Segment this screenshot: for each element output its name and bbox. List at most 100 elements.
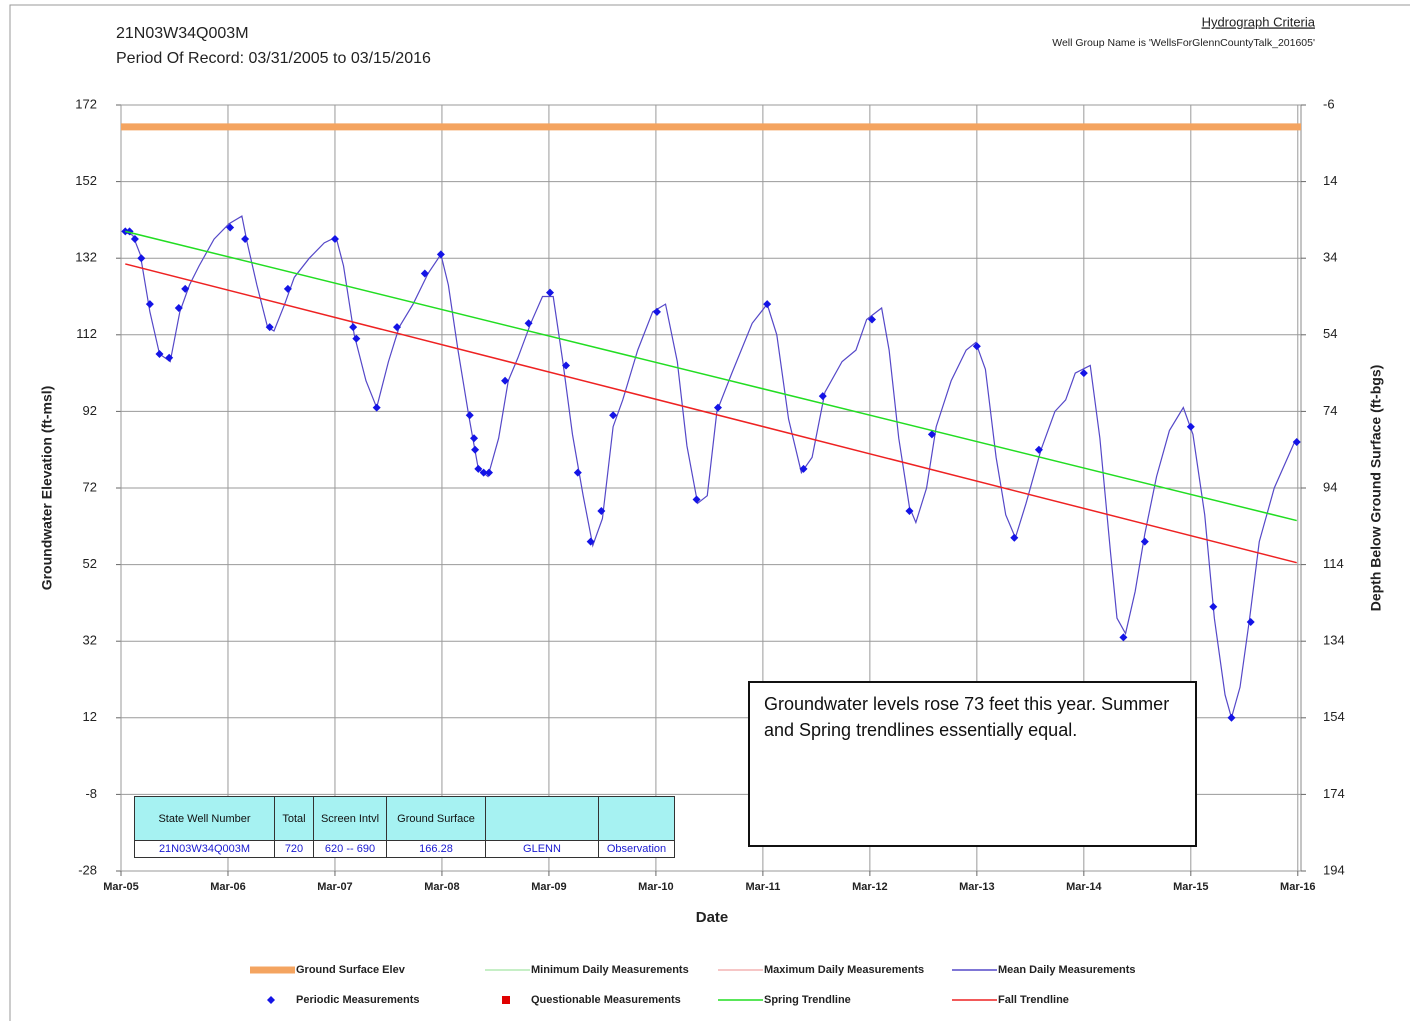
data-point xyxy=(283,284,292,293)
legend-label: Minimum Daily Measurements xyxy=(531,964,689,976)
y2-tick-label: 134 xyxy=(1323,633,1345,648)
data-point xyxy=(1227,713,1236,722)
x-tick-label: Mar-06 xyxy=(210,881,245,893)
x-tick-label: Mar-13 xyxy=(959,881,994,893)
x-tick-label: Mar-07 xyxy=(317,881,352,893)
table-header-row: State Well Number Total Screen Intvl Gro… xyxy=(134,796,675,841)
y-tick-label: 172 xyxy=(75,96,97,111)
y2-tick-label: 14 xyxy=(1323,173,1337,188)
data-point xyxy=(763,300,772,309)
x-axis-label: Date xyxy=(696,909,729,926)
y-tick-label: 152 xyxy=(75,173,97,188)
table-cell: 720 xyxy=(274,840,314,858)
data-point xyxy=(241,235,250,244)
data-point xyxy=(174,303,183,312)
x-tick-label: Mar-14 xyxy=(1066,881,1102,893)
chart-subtitle: Period Of Record: 03/31/2005 to 03/15/20… xyxy=(116,50,431,67)
x-tick-label: Mar-08 xyxy=(424,881,459,893)
legend-label: Periodic Measurements xyxy=(296,994,420,1006)
y2-tick-label: 174 xyxy=(1323,786,1345,801)
data-point xyxy=(474,464,483,473)
y-tick-label: 72 xyxy=(83,479,97,494)
criteria-title: Hydrograph Criteria xyxy=(1202,14,1316,29)
legend-label: Mean Daily Measurements xyxy=(998,964,1136,976)
data-point xyxy=(818,392,827,401)
data-point xyxy=(597,506,606,515)
data-point xyxy=(868,315,877,324)
data-point xyxy=(573,468,582,477)
data-point xyxy=(652,307,661,316)
data-point xyxy=(927,430,936,439)
data-point xyxy=(799,464,808,473)
table-header: Total xyxy=(274,796,314,841)
data-point xyxy=(545,288,554,297)
y-tick-label: 132 xyxy=(75,250,97,265)
annotation: Groundwater levels rose 73 feet this yea… xyxy=(748,681,1197,847)
data-point xyxy=(393,323,402,332)
data-point xyxy=(1140,537,1149,546)
y2-tick-label: 74 xyxy=(1323,403,1337,418)
data-point xyxy=(524,319,533,328)
table-header-blank xyxy=(598,796,675,841)
table-header: Ground Surface xyxy=(386,796,486,841)
data-point xyxy=(609,411,618,420)
x-tick-label: Mar-11 xyxy=(745,881,780,893)
data-point xyxy=(137,254,146,263)
data-point xyxy=(1292,438,1301,447)
legend-label: Questionable Measurements xyxy=(531,994,681,1006)
x-tick-label: Mar-10 xyxy=(638,881,673,893)
y-tick-label: 92 xyxy=(83,403,97,418)
data-point xyxy=(471,445,480,454)
y-tick-label: 32 xyxy=(83,633,97,648)
y2-tick-label: 114 xyxy=(1323,556,1344,571)
data-point xyxy=(226,223,235,232)
data-point xyxy=(1119,633,1128,642)
y2-axis-label: Depth Below Ground Surface (ft-bgs) xyxy=(1368,365,1384,612)
data-point xyxy=(145,300,154,309)
data-point xyxy=(436,250,445,259)
table-cell: 21N03W34Q003M xyxy=(134,840,275,858)
data-point xyxy=(372,403,381,412)
series-line xyxy=(122,215,1296,721)
well-table: State Well Number Total Screen Intvl Gro… xyxy=(134,796,675,858)
criteria-text: Well Group Name is 'WellsForGlennCountyT… xyxy=(1052,37,1315,49)
data-point xyxy=(479,468,488,477)
y2-tick-label: 94 xyxy=(1323,479,1337,494)
data-point xyxy=(470,434,479,443)
table-header-blank xyxy=(485,796,599,841)
table-cell: 166.28 xyxy=(386,840,486,858)
frame xyxy=(9,4,1410,1021)
x-tick-label: Mar-09 xyxy=(531,881,566,893)
data-point xyxy=(165,353,174,362)
series-line xyxy=(125,263,1297,564)
data-point xyxy=(485,468,494,477)
chart-title: 21N03W34Q003M xyxy=(116,25,249,42)
data-point xyxy=(905,506,914,515)
x-tick-label: Mar-16 xyxy=(1280,881,1315,893)
data-point xyxy=(349,323,358,332)
data-point xyxy=(1246,618,1255,627)
legend-marker xyxy=(502,996,510,1004)
data-point xyxy=(1209,602,1218,611)
data-point xyxy=(1010,533,1019,542)
y2-tick-label: 54 xyxy=(1323,326,1337,341)
table-cell: GLENN xyxy=(485,840,599,858)
x-tick-label: Mar-12 xyxy=(852,881,887,893)
legend-marker xyxy=(267,996,275,1004)
data-point xyxy=(181,284,190,293)
series-line xyxy=(125,230,1297,522)
data-point xyxy=(501,376,510,385)
y-axis-label: Groundwater Elevation (ft-msl) xyxy=(39,386,55,591)
y2-tick-label: 154 xyxy=(1323,709,1345,724)
data-point xyxy=(330,235,339,244)
x-tick-label: Mar-05 xyxy=(103,881,138,893)
y-tick-label: 112 xyxy=(76,326,97,341)
y-tick-label: 12 xyxy=(83,709,97,724)
data-point xyxy=(586,537,595,546)
data-point xyxy=(155,349,164,358)
data-point xyxy=(713,403,722,412)
y2-tick-label: 34 xyxy=(1323,250,1337,265)
table-header: Screen Intvl xyxy=(313,796,387,841)
data-point xyxy=(352,334,361,343)
